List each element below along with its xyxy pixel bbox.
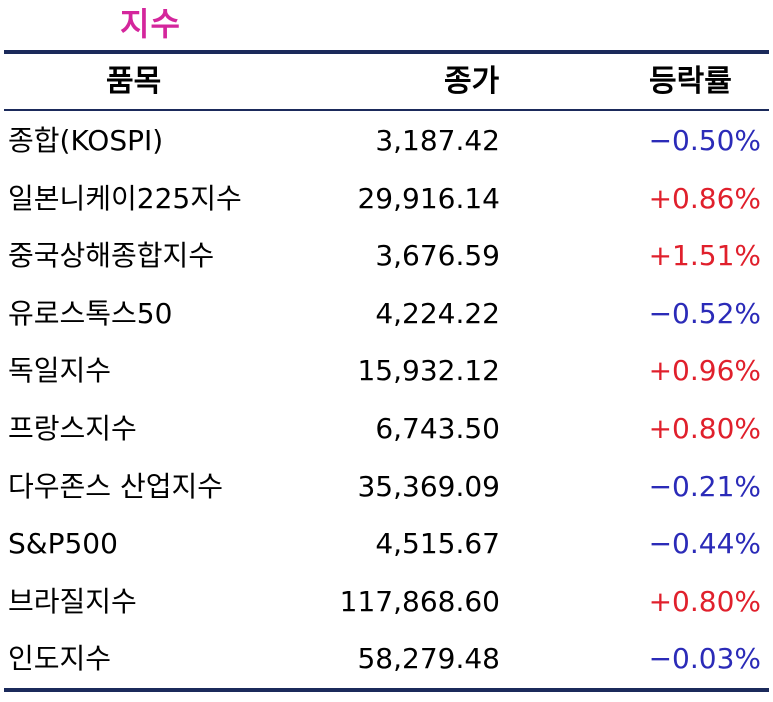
- row-close: 35,369.09: [357, 469, 500, 503]
- row-change: +0.80%: [648, 411, 761, 445]
- table-row: 일본니케이225지수 29,916.14 +0.86%: [4, 170, 769, 228]
- table-row: 독일지수 15,932.12 +0.96%: [4, 342, 769, 400]
- table-row: 브라질지수 117,868.60 +0.80%: [4, 573, 769, 631]
- row-name: 유로스톡스50: [8, 296, 173, 330]
- row-name: S&P500: [8, 527, 118, 561]
- row-close: 117,868.60: [339, 584, 500, 618]
- table-header: 품목 종가 등락률: [4, 54, 769, 109]
- index-table-body: 종합(KOSPI) 3,187.42 −0.50% 일본니케이225지수 29,…: [4, 112, 769, 688]
- row-change: −0.52%: [648, 296, 761, 330]
- row-name: 중국상해종합지수: [8, 239, 215, 273]
- row-name: 브라질지수: [8, 584, 137, 618]
- section-title: 지수: [120, 5, 181, 43]
- row-change: −0.21%: [648, 469, 761, 503]
- row-change: −0.03%: [648, 642, 761, 676]
- row-change: +1.51%: [648, 239, 761, 273]
- row-name: 다우존스 산업지수: [8, 469, 223, 503]
- column-header-close: 종가: [444, 64, 500, 99]
- row-change: +0.86%: [648, 181, 761, 215]
- row-close: 15,932.12: [357, 354, 500, 388]
- row-change: −0.50%: [648, 124, 761, 157]
- row-close: 3,676.59: [375, 239, 500, 273]
- row-close: 4,224.22: [375, 296, 500, 330]
- table-top-rule: [4, 50, 769, 54]
- column-header-change: 등락률: [649, 64, 732, 99]
- table-bottom-rule: [4, 688, 769, 692]
- table-row: 유로스톡스50 4,224.22 −0.52%: [4, 285, 769, 343]
- row-name: 일본니케이225지수: [8, 181, 242, 215]
- table-row: 다우존스 산업지수 35,369.09 −0.21%: [4, 458, 769, 516]
- row-close: 58,279.48: [357, 642, 500, 676]
- table-row: 종합(KOSPI) 3,187.42 −0.50%: [4, 112, 769, 170]
- row-close: 6,743.50: [375, 411, 500, 445]
- row-name: 독일지수: [8, 354, 112, 388]
- row-change: +0.80%: [648, 584, 761, 618]
- row-close: 29,916.14: [357, 181, 500, 215]
- row-close: 4,515.67: [375, 527, 500, 561]
- row-close: 3,187.42: [375, 124, 500, 157]
- table-row: 중국상해종합지수 3,676.59 +1.51%: [4, 227, 769, 285]
- row-name: 인도지수: [8, 642, 112, 676]
- row-change: +0.96%: [648, 354, 761, 388]
- row-name: 프랑스지수: [8, 411, 137, 445]
- column-header-name: 품목: [106, 64, 162, 99]
- header-divider: [4, 109, 769, 111]
- table-row: 프랑스지수 6,743.50 +0.80%: [4, 400, 769, 458]
- row-name: 종합(KOSPI): [8, 124, 164, 157]
- table-row: 인도지수 58,279.48 −0.03%: [4, 630, 769, 688]
- row-change: −0.44%: [648, 527, 761, 561]
- table-row: S&P500 4,515.67 −0.44%: [4, 515, 769, 573]
